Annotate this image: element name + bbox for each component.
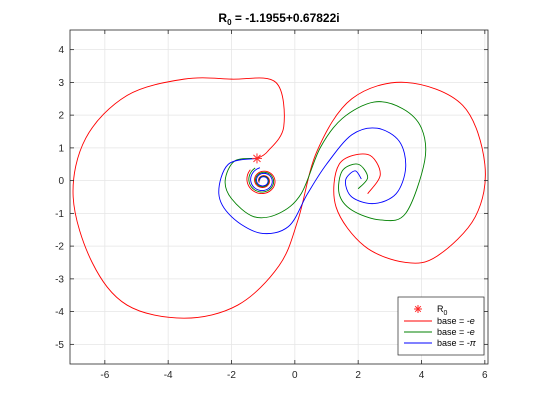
legend-box	[397, 296, 485, 356]
y-tick-label: -4	[55, 307, 64, 318]
legend-label-prefix: base =	[437, 316, 467, 326]
legend-label-prefix: base =	[437, 338, 467, 348]
x-tick-label: -6	[100, 370, 109, 381]
x-tick-label: 2	[355, 370, 361, 381]
legend-label-r0-name: R	[437, 304, 444, 314]
y-tick-label: 4	[58, 45, 64, 56]
legend-marker-stroke	[414, 305, 422, 313]
r0-marker	[251, 153, 262, 164]
legend-label-value: -e	[467, 327, 475, 337]
y-tick-label: 3	[58, 78, 64, 89]
x-tick-label: 0	[292, 370, 298, 381]
y-tick-label: -2	[55, 242, 64, 253]
x-tick-label: -2	[227, 370, 236, 381]
y-tick-label: -5	[55, 340, 64, 351]
title-rest: = -1.1955+0.67822i	[232, 11, 340, 25]
x-tick-label: 4	[419, 370, 425, 381]
grid	[70, 30, 488, 364]
title-main: R	[218, 11, 227, 25]
title-subscript: 0	[227, 18, 232, 27]
legend-label-r0-sub: 0	[444, 310, 448, 317]
legend-label-2: base = -e	[437, 327, 475, 337]
x-tick-label: 6	[482, 370, 488, 381]
y-tick-label: 1	[58, 143, 64, 154]
x-tick-label: -4	[164, 370, 173, 381]
ticks: -6 -4 -2 0 2 4 6 -5 -4 -3 -2 -1 0 1 2 3 4	[55, 30, 488, 381]
legend-label-value: -π	[467, 338, 477, 348]
legend-label-r0: R0	[437, 304, 448, 317]
legend-label-3: base = -π	[437, 338, 477, 348]
y-tick-label: -1	[55, 209, 64, 220]
marker-stroke	[253, 154, 261, 163]
series-line-1	[72, 77, 486, 319]
y-tick-label: -3	[55, 274, 64, 285]
series-line-3	[218, 127, 407, 235]
legend-label-value: -e	[467, 316, 475, 326]
series-inner-spiral-2	[248, 167, 275, 193]
legend-label-prefix: base =	[437, 327, 467, 337]
series-inner-spiral-3	[250, 167, 273, 192]
y-tick-label: 2	[58, 111, 64, 122]
curves	[72, 77, 486, 319]
legend-label-1: base = -e	[437, 316, 475, 326]
series-inner-spiral-1	[246, 169, 276, 194]
series-line-2	[224, 101, 427, 222]
axes-box	[69, 29, 489, 365]
y-tick-label: 0	[58, 176, 64, 187]
chart-title: R0 = -1.1955+0.67822i	[218, 11, 339, 27]
